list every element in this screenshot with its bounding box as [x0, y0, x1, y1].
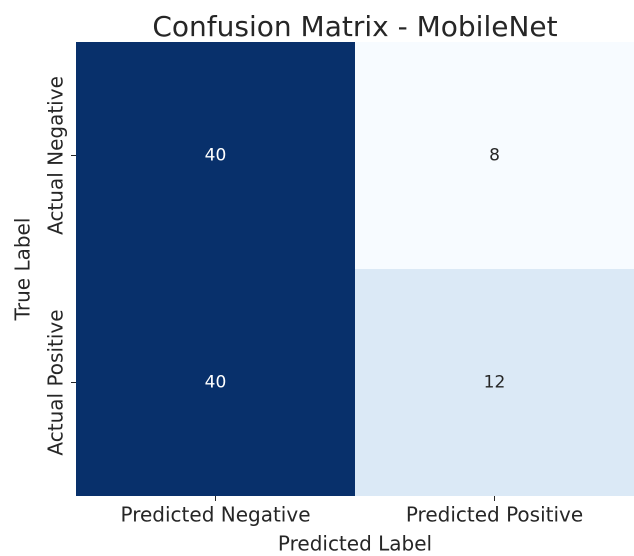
heatmap-cell — [355, 269, 634, 496]
x-axis-label: Predicted Label — [278, 532, 432, 556]
heatmap-cell — [76, 42, 355, 269]
y-axis-label: True Label — [11, 218, 35, 322]
x-tick-label: Predicted Positive — [406, 503, 583, 527]
cell-label: 40 — [205, 146, 227, 166]
y-tick-label: Actual Positive — [44, 309, 68, 455]
cell-label: 40 — [205, 373, 227, 393]
chart-title: Confusion Matrix - MobileNet — [152, 10, 557, 43]
heatmap-cell — [76, 269, 355, 496]
cell-label: 12 — [484, 373, 506, 393]
cell-label: 8 — [489, 146, 500, 166]
x-tick-label: Predicted Negative — [121, 503, 311, 527]
heatmap-cell — [355, 42, 634, 269]
y-tick-label: Actual Negative — [44, 76, 68, 235]
